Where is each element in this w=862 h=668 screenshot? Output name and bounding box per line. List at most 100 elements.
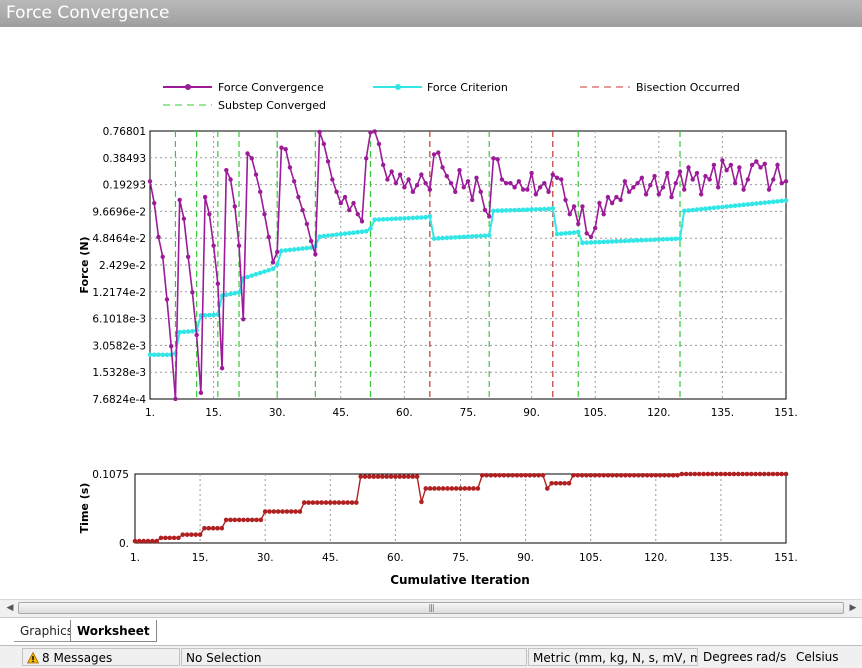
time-point xyxy=(189,532,194,537)
force-convergence-point xyxy=(724,167,729,173)
force-criterion-point xyxy=(592,239,598,245)
force-convergence-point xyxy=(609,200,615,206)
time-point xyxy=(419,499,424,505)
time-point xyxy=(566,481,572,486)
force-convergence-point xyxy=(669,194,674,200)
force-criterion-point xyxy=(491,208,496,214)
rotational-velocity-unit-selector[interactable]: rad/s xyxy=(756,650,787,664)
time-point xyxy=(171,535,177,541)
horizontal-scrollbar[interactable]: ◀ ||| ▶ xyxy=(0,599,862,617)
force-convergence-point xyxy=(164,297,170,302)
force-criterion-point xyxy=(444,235,450,241)
force-criterion-point xyxy=(525,207,530,212)
time-point xyxy=(510,472,515,478)
force-y-tick-label: 0.38493 xyxy=(103,153,146,165)
force-criterion-point xyxy=(770,199,776,205)
force-criterion-point xyxy=(334,232,339,237)
force-convergence-point xyxy=(559,177,564,182)
temperature-unit-selector[interactable]: Celsius xyxy=(796,650,839,664)
time-x-tick-label: 90. xyxy=(517,552,534,564)
tab-graphics[interactable]: Graphics xyxy=(14,620,79,642)
angle-unit-selector[interactable]: Degrees xyxy=(703,650,753,664)
force-convergence-point xyxy=(156,234,161,240)
force-criterion-point xyxy=(656,237,662,242)
scroll-left-arrow-icon[interactable]: ◀ xyxy=(6,603,14,613)
force-criterion-point xyxy=(291,247,297,252)
force-convergence-point xyxy=(512,185,517,190)
force-criterion-point xyxy=(677,236,683,241)
time-point xyxy=(597,472,602,478)
force-criterion-point xyxy=(690,207,696,213)
unit-system-selector[interactable]: Metric (mm, kg, N, s, mV, mA) xyxy=(528,648,698,666)
force-criterion-point xyxy=(440,235,445,241)
time-point xyxy=(458,486,463,491)
force-criterion-point xyxy=(249,273,255,278)
force-convergence-point xyxy=(732,181,738,186)
force-criterion-point xyxy=(546,206,551,212)
time-point xyxy=(314,500,320,505)
force-convergence-point xyxy=(525,187,530,192)
force-convergence-point xyxy=(147,179,153,184)
time-x-tick-label: 60. xyxy=(387,552,404,564)
time-point xyxy=(301,500,307,505)
time-point xyxy=(601,472,607,478)
force-convergence-point xyxy=(762,161,767,166)
force-criterion-point xyxy=(279,248,284,254)
force-x-tick-label: 45. xyxy=(332,407,349,419)
scroll-right-arrow-icon[interactable]: ▶ xyxy=(849,603,857,613)
force-criterion-point xyxy=(631,238,636,243)
force-convergence-point xyxy=(270,260,276,265)
time-point xyxy=(492,472,498,478)
force-convergence-point xyxy=(241,317,246,322)
force-convergence-point xyxy=(279,145,284,150)
force-convergence-point xyxy=(330,177,335,182)
force-criterion-point xyxy=(185,329,191,334)
scrollbar-thumb[interactable]: ||| xyxy=(18,602,844,614)
time-point xyxy=(662,472,667,478)
messages-button[interactable]: 8 Messages xyxy=(22,648,180,666)
force-convergence-point xyxy=(440,165,445,170)
force-criterion-point xyxy=(346,230,352,236)
force-y-tick-label: 4.8464e-2 xyxy=(92,233,146,245)
force-criterion-point xyxy=(283,248,288,253)
force-convergence-point xyxy=(741,187,746,192)
messages-label: 8 Messages xyxy=(42,651,113,665)
force-criterion-point xyxy=(694,207,700,212)
force-convergence-point xyxy=(571,204,577,209)
force-convergence-point xyxy=(207,211,212,217)
force-y-tick-label: 6.1018e-3 xyxy=(92,314,146,326)
force-convergence-point xyxy=(584,231,589,236)
time-point xyxy=(610,472,615,478)
force-criterion-point xyxy=(266,267,272,273)
force-y-tick-label: 0.76801 xyxy=(103,126,146,138)
force-criterion-point xyxy=(211,312,216,318)
force-convergence-point xyxy=(219,365,225,371)
time-point xyxy=(262,509,268,514)
force-convergence-point xyxy=(593,225,598,231)
time-point xyxy=(267,509,272,514)
force-convergence-point xyxy=(215,281,221,286)
time-point xyxy=(332,500,337,505)
force-criterion-point xyxy=(652,237,657,242)
tab-worksheet[interactable]: Worksheet xyxy=(70,620,157,642)
force-criterion-point xyxy=(414,215,420,221)
force-criterion-point xyxy=(296,246,301,252)
time-point xyxy=(571,472,576,478)
force-criterion-point xyxy=(342,231,348,236)
force-series xyxy=(147,129,789,402)
time-point xyxy=(588,472,593,478)
time-x-tick-label: 105. xyxy=(579,552,602,564)
time-point xyxy=(709,471,715,477)
time-x-axis-label: Cumulative Iteration xyxy=(390,573,530,587)
time-point xyxy=(254,517,259,523)
force-convergence-point xyxy=(152,200,157,206)
time-x-tick-label: 75. xyxy=(452,552,469,564)
force-x-tick-label: 15. xyxy=(205,407,222,419)
force-criterion-point xyxy=(673,236,679,242)
force-criterion-point xyxy=(478,233,484,239)
force-convergence-point xyxy=(317,129,322,135)
time-point xyxy=(545,486,550,491)
time-point xyxy=(284,509,290,514)
force-convergence-point xyxy=(656,192,661,197)
legend-force-convergence-label: Force Convergence xyxy=(218,81,324,94)
